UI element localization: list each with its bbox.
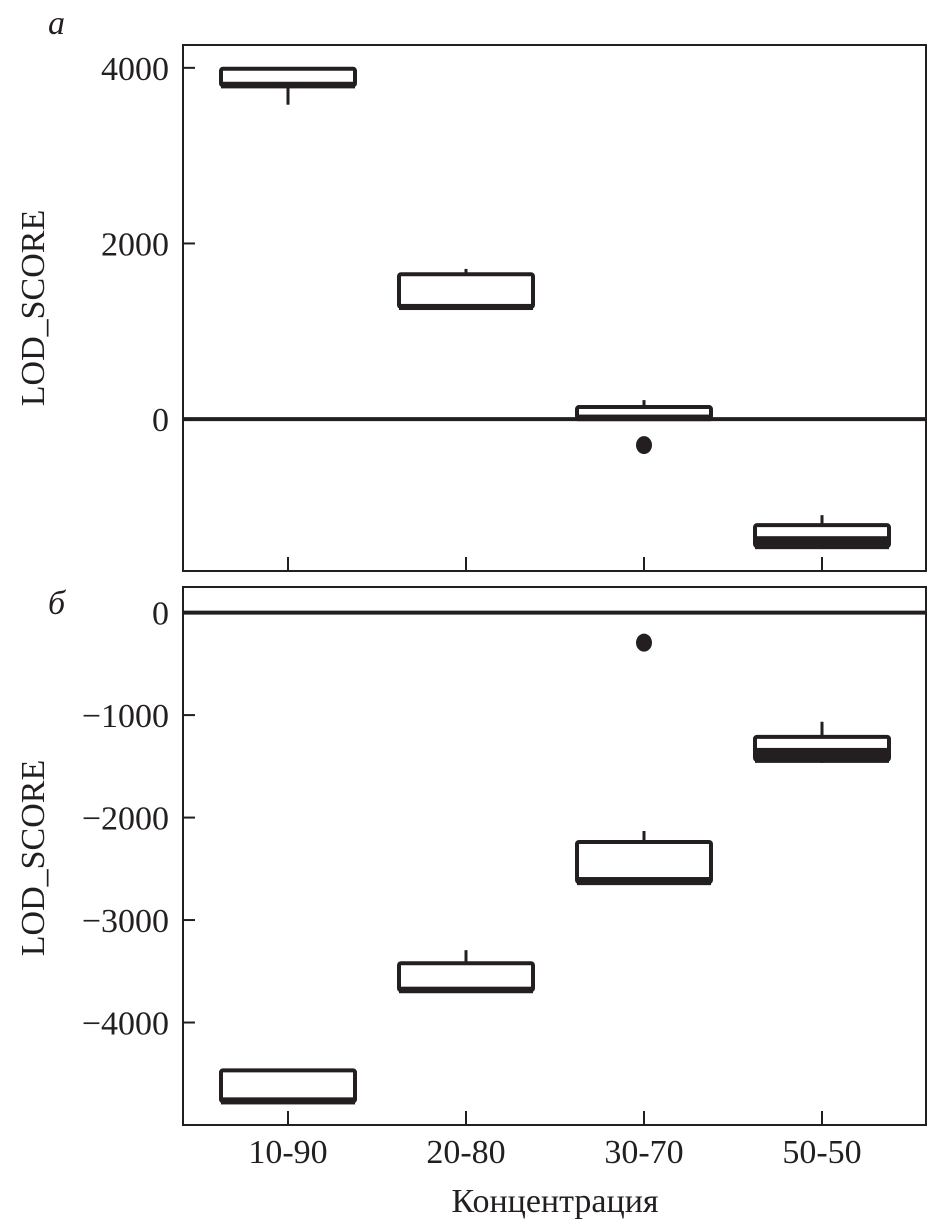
x-tick-label: 30-70 [604, 1134, 683, 1171]
y-tick-label: 2000 [101, 226, 169, 263]
y-axis-label-a: LOD_SCORE [15, 210, 52, 406]
median-band [755, 536, 889, 550]
x-tick-label: 20-80 [426, 1134, 505, 1171]
median-band [577, 414, 711, 422]
median-band [221, 1097, 355, 1105]
plot-frame [182, 586, 927, 1126]
y-tick-label: 4000 [101, 51, 169, 88]
x-axis-label: Концентрация [451, 1183, 658, 1220]
box-30-70 [575, 400, 713, 422]
box-50-50 [753, 721, 891, 763]
box-20-80 [397, 950, 535, 994]
x-tick-label: 10-90 [248, 1134, 327, 1171]
box [575, 839, 713, 885]
box-30-70 [575, 830, 713, 886]
panel-label-a: а [48, 5, 65, 42]
box-10-90 [219, 1068, 357, 1105]
median-band [755, 747, 889, 763]
y-tick-label: −2000 [82, 801, 169, 838]
y-tick-label: −3000 [82, 903, 169, 940]
box-10-90 [219, 66, 357, 105]
median-band [399, 986, 533, 994]
plot-frame [182, 44, 927, 572]
panel-b: б LOD_SCORE 0 −1000 −2000 −3000 −4000 10-90 20… [15, 585, 927, 1171]
box [397, 272, 535, 310]
median-band [577, 877, 711, 886]
box-50-50 [753, 515, 891, 550]
panel-a: а LOD_SCORE 0 2000 4000 [15, 5, 927, 572]
y-axis-label-b: LOD_SCORE [15, 760, 52, 956]
median-band [221, 81, 355, 89]
outlier-point [636, 633, 652, 652]
outlier-point [636, 436, 652, 455]
x-tick-label: 50-50 [782, 1134, 861, 1171]
y-tick-label: 0 [152, 596, 169, 633]
panel-label-b: б [48, 585, 67, 622]
y-tick-label: 0 [152, 402, 169, 439]
median-band [399, 303, 533, 311]
y-tick-label: −1000 [82, 698, 169, 735]
y-tick-label: −4000 [82, 1006, 169, 1043]
box-20-80 [397, 268, 535, 311]
box [219, 1068, 357, 1104]
box [397, 961, 535, 993]
